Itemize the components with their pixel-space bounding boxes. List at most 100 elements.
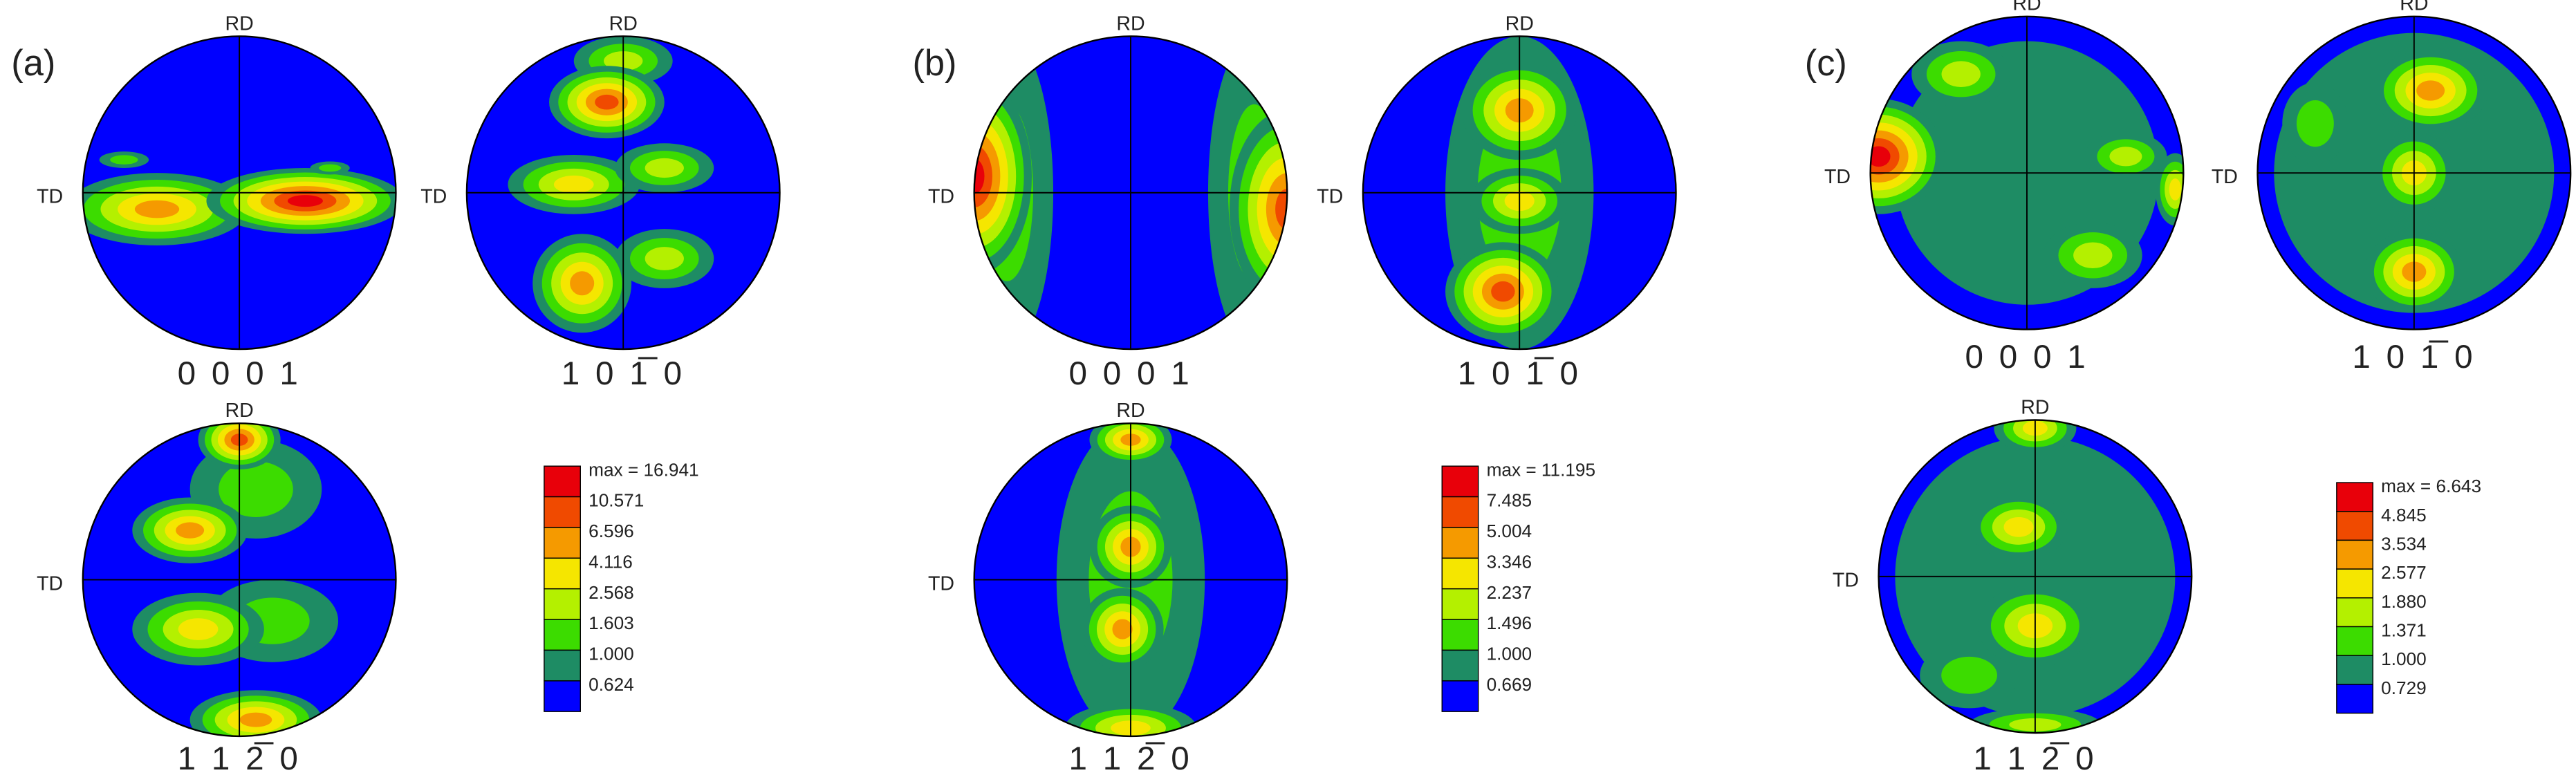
rd-label: RD	[1116, 400, 1145, 422]
legend-label: 5.004	[1487, 521, 1532, 541]
rd-label: RD	[1116, 12, 1145, 35]
pole-figure	[82, 36, 396, 350]
legend-label: 3.534	[2381, 533, 2427, 554]
legend-label: 3.346	[1487, 551, 1532, 572]
index-label: 1 0 1̅ 0	[2352, 339, 2476, 375]
contour	[1266, 173, 1288, 245]
rd-label: RD	[609, 12, 638, 35]
contour	[645, 247, 684, 270]
contour	[176, 522, 205, 539]
pole-figure	[466, 36, 780, 350]
legend-swatch	[2336, 511, 2373, 541]
td-label: TD	[420, 185, 447, 207]
legend-label: 1.000	[1487, 644, 1532, 664]
legend-swatch	[1441, 619, 1479, 651]
contour	[553, 175, 594, 194]
legend-label: max = 6.643	[2381, 476, 2481, 496]
contour	[287, 195, 323, 207]
contour	[219, 461, 293, 517]
panel: (b) RD TD 0 0 0 1 RD TD 1 0 1̅ 0 RD TD 1 1 2̅ 0 ma…	[912, 12, 1677, 777]
legend-swatch	[1441, 465, 1479, 498]
td-label: TD	[1824, 166, 1851, 188]
legend-label: 0.669	[1487, 674, 1532, 695]
rd-label: RD	[1505, 12, 1534, 35]
legend-label: 10.571	[589, 490, 644, 511]
contour	[110, 155, 138, 165]
legend-swatch	[1441, 557, 1479, 590]
index-label: 1 0 1̅ 0	[1458, 355, 1582, 392]
legend-label: 2.237	[1487, 582, 1532, 603]
legend-label: 1.000	[589, 644, 634, 664]
td-label: TD	[1833, 570, 1859, 592]
legend-label: 1.496	[1487, 613, 1532, 633]
contour	[2416, 80, 2445, 101]
td-label: TD	[2212, 166, 2238, 188]
contour	[2109, 147, 2142, 167]
contour	[134, 200, 180, 218]
legend-label: 2.568	[589, 582, 634, 603]
legend-swatch	[544, 619, 581, 651]
contour	[2003, 516, 2034, 537]
contour	[1941, 656, 1997, 694]
legend-swatch	[544, 588, 581, 620]
contour	[2169, 178, 2182, 200]
legend-label: 1.603	[589, 613, 634, 633]
legend-label: max = 16.941	[589, 459, 698, 480]
legend-label: 4.116	[589, 551, 633, 572]
legend-swatch	[544, 649, 581, 682]
legend-label: 7.485	[1487, 490, 1532, 511]
legend-swatch	[1441, 649, 1479, 682]
legend-label: 0.624	[589, 674, 634, 695]
contour	[319, 164, 342, 172]
legend-swatch	[544, 557, 581, 590]
legend-swatch	[1441, 588, 1479, 620]
legend-swatch	[2336, 684, 2373, 714]
legend-swatch	[2336, 597, 2373, 628]
panel: (a) RD TD 0 0 0 1 RD TD 1 0 1̅ 0 RD TD 1 1 2̅ 0 ma…	[11, 12, 781, 777]
contour	[974, 144, 992, 207]
contour	[239, 712, 272, 727]
contour	[178, 618, 219, 640]
index-label: 0 0 0 1	[1068, 355, 1192, 392]
contour	[595, 94, 619, 110]
legend-swatch	[544, 465, 581, 498]
panel-label: (a)	[11, 44, 55, 84]
index-label: 1 0 1̅ 0	[562, 355, 685, 392]
contour	[1112, 619, 1133, 640]
legend-swatch	[544, 496, 581, 528]
legend-swatch	[1441, 680, 1479, 712]
index-label: 1 1 2̅ 0	[1068, 740, 1192, 777]
contour	[1941, 61, 1981, 87]
legend-swatch	[1441, 527, 1479, 559]
rd-label: RD	[2021, 396, 2049, 418]
legend-label: 1.371	[2381, 620, 2427, 641]
contour	[1257, 157, 1288, 261]
legend-label: 1.000	[2381, 648, 2427, 669]
rd-label: RD	[2400, 0, 2428, 15]
legend-label: 0.729	[2381, 678, 2427, 698]
panel-label: (c)	[1805, 44, 1847, 84]
legend-swatch	[2336, 626, 2373, 656]
index-label: 1 1 2̅ 0	[178, 740, 302, 777]
rd-label: RD	[225, 400, 253, 422]
panel: (c) RD TD 0 0 0 1 RD TD 1 0 1̅ 0 RD TD 1 1 2̅ 0 ma…	[1805, 0, 2572, 777]
index-label: 1 1 2̅ 0	[1973, 740, 2097, 777]
td-label: TD	[1317, 185, 1343, 207]
legend-label: 1.880	[2381, 591, 2427, 612]
legend-swatch	[1441, 496, 1479, 528]
panel-label: (b)	[912, 44, 956, 84]
td-label: TD	[37, 185, 63, 207]
legend-swatch	[2336, 655, 2373, 685]
legend-swatch	[2336, 482, 2373, 512]
legend-label: 4.845	[2381, 505, 2427, 525]
td-label: TD	[928, 572, 954, 595]
contour	[2296, 100, 2334, 147]
contour	[645, 158, 684, 178]
contour	[2073, 242, 2113, 269]
legend-label: 6.596	[589, 521, 634, 541]
legend-swatch	[2336, 568, 2373, 599]
legend-swatch	[544, 527, 581, 559]
contour	[1491, 281, 1515, 302]
td-label: TD	[928, 185, 954, 207]
